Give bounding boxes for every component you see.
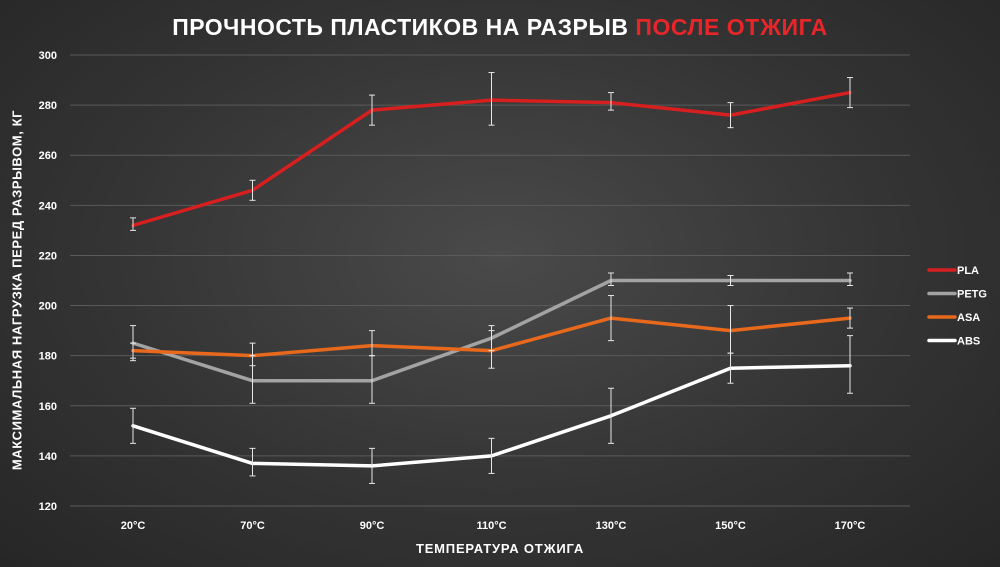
legend-item-abs: ABS bbox=[927, 336, 980, 348]
chart-title-accent: ПОСЛЕ ОТЖИГА bbox=[635, 14, 828, 40]
y-tick-label: 140 bbox=[39, 451, 57, 463]
y-tick-label: 240 bbox=[39, 200, 57, 212]
error-bar-asa bbox=[249, 342, 256, 367]
series-lines bbox=[131, 90, 852, 468]
y-tick-label: 280 bbox=[39, 100, 57, 112]
x-tick-label: 110°C bbox=[476, 520, 506, 532]
x-tick-label: 70°C bbox=[240, 520, 265, 532]
x-tick-labels: 20°C 70°C 90°C 110°C 130°C 150°C 170°C bbox=[121, 520, 866, 532]
legend-item-asa: ASA bbox=[927, 312, 980, 324]
y-tick-label: 260 bbox=[39, 150, 57, 162]
error-bar-asa bbox=[608, 295, 614, 342]
legend-label: ABS bbox=[957, 336, 980, 348]
error-bar-pla bbox=[249, 179, 256, 201]
y-tick-label: 120 bbox=[39, 501, 57, 513]
error-bar-abs bbox=[130, 407, 136, 444]
legend-label: PETG bbox=[957, 289, 987, 301]
error-bar-petg bbox=[608, 272, 614, 287]
error-bar-abs bbox=[249, 447, 256, 477]
legend: PLA PETG ASA ABS bbox=[927, 265, 987, 348]
y-tick-label: 160 bbox=[39, 401, 57, 413]
error-bar-asa bbox=[369, 330, 375, 357]
legend-label: PLA bbox=[957, 265, 979, 277]
gridlines bbox=[70, 54, 910, 507]
error-bar-petg bbox=[727, 274, 734, 287]
error-bar-abs bbox=[847, 335, 853, 394]
x-tick-label: 20°C bbox=[121, 520, 146, 532]
x-tick-label: 170°C bbox=[835, 520, 866, 532]
error-bar-asa bbox=[847, 307, 853, 329]
error-bar-pla bbox=[488, 72, 495, 126]
x-axis-label: ТЕМПЕРАТУРА ОТЖИГА bbox=[415, 541, 585, 556]
x-tick-label: 130°C bbox=[596, 520, 627, 532]
error-bar-pla bbox=[847, 77, 853, 109]
error-bar-asa bbox=[130, 342, 136, 359]
y-tick-labels: 120 140 160 180 200 220 240 260 280 300 bbox=[39, 50, 57, 513]
legend-item-petg: PETG bbox=[927, 289, 987, 301]
chart-title-main: ПРОЧНОСТЬ ПЛАСТИКОВ НА РАЗРЫВ bbox=[172, 14, 629, 40]
error-bar-abs bbox=[727, 352, 734, 384]
error-bars bbox=[130, 72, 853, 484]
legend-item-pla: PLA bbox=[927, 265, 979, 277]
y-tick-label: 180 bbox=[39, 351, 57, 363]
error-bar-abs bbox=[369, 447, 375, 484]
error-bar-pla bbox=[727, 102, 734, 129]
error-bar-pla bbox=[369, 94, 375, 126]
error-bar-petg bbox=[847, 272, 853, 287]
x-tick-label: 90°C bbox=[360, 520, 385, 532]
error-bar-pla bbox=[608, 92, 614, 111]
error-bar-asa bbox=[488, 330, 495, 369]
y-tick-label: 300 bbox=[39, 50, 57, 62]
y-tick-label: 200 bbox=[39, 301, 57, 313]
error-bar-abs bbox=[488, 437, 495, 474]
y-axis-label: МАКСИМАЛЬНАЯ НАГРУЗКА ПЕРЕД РАЗРЫВОМ, КГ bbox=[9, 109, 25, 471]
legend-label: ASA bbox=[957, 312, 980, 324]
chart-title: ПРОЧНОСТЬ ПЛАСТИКОВ НА РАЗРЫВ ПОСЛЕ ОТЖИ… bbox=[0, 14, 1000, 41]
y-tick-label: 220 bbox=[39, 250, 57, 262]
error-bar-abs bbox=[608, 387, 614, 444]
error-bar-pla bbox=[130, 217, 136, 231]
x-tick-label: 150°C bbox=[715, 520, 746, 532]
